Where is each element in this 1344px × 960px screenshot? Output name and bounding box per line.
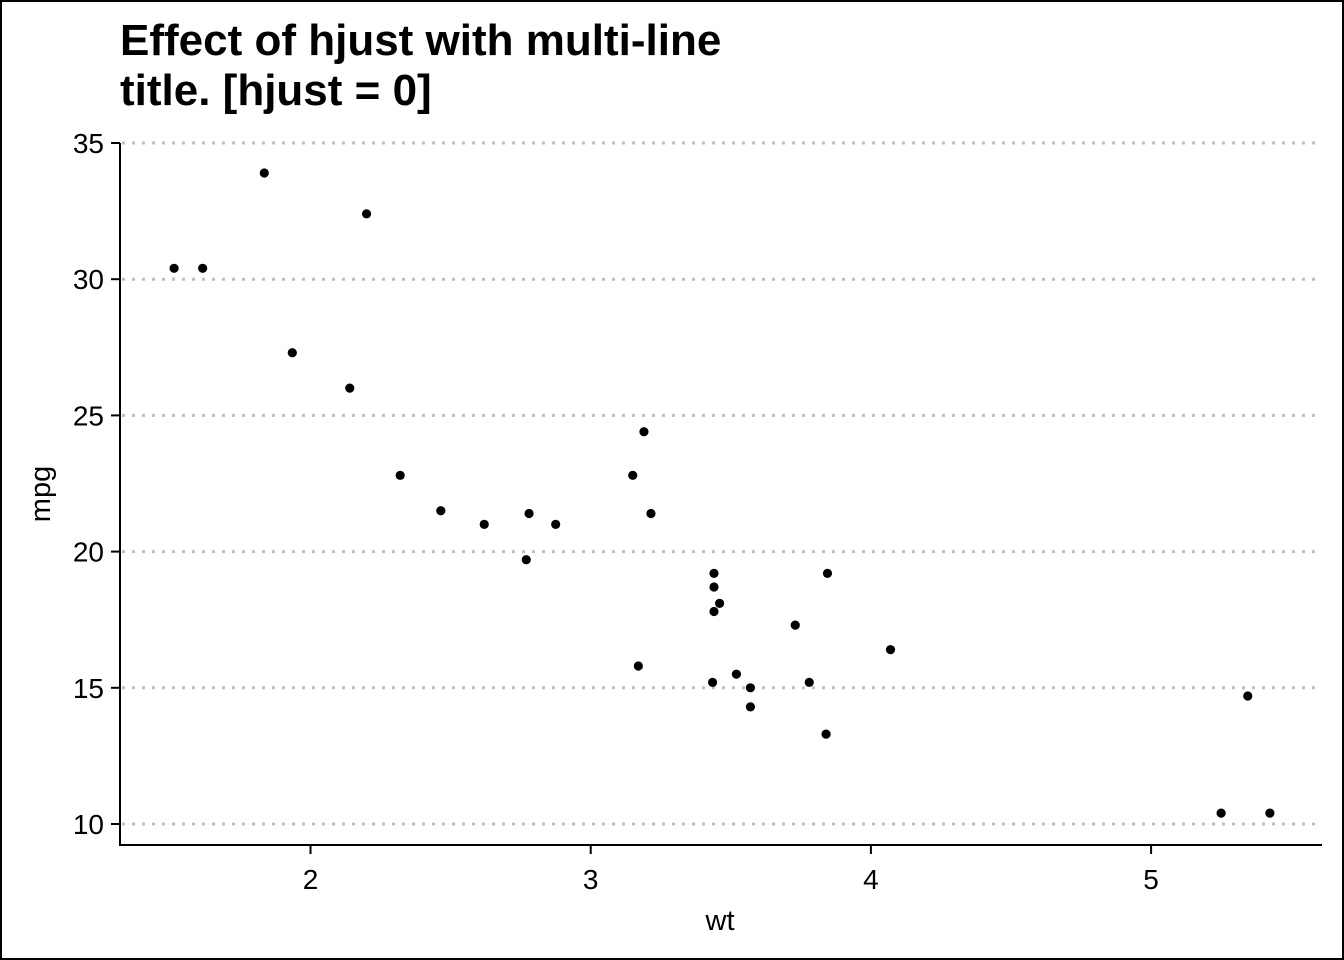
- x-tick-label: 3: [583, 864, 599, 895]
- data-point: [169, 263, 179, 273]
- chart-title-line-2: title. [hjust = 0]: [120, 66, 432, 115]
- x-tick-label: 5: [1143, 864, 1159, 895]
- data-point: [790, 620, 800, 630]
- data-point: [395, 470, 405, 480]
- y-tick-label: 20: [73, 537, 104, 568]
- data-point: [745, 702, 756, 712]
- data-point: [524, 508, 534, 519]
- data-point: [731, 669, 742, 679]
- x-axis-ticks: 2 3 4 5: [303, 845, 1159, 895]
- data-point: [804, 677, 814, 687]
- data-point: [633, 661, 643, 671]
- data-point: [479, 519, 489, 529]
- data-point: [1243, 691, 1253, 701]
- y-tick-label: 25: [73, 400, 104, 431]
- chart-title-line-1: Effect of hjust with multi-line: [120, 16, 722, 65]
- data-points: [169, 168, 1275, 818]
- y-tick-label: 35: [73, 128, 104, 159]
- data-point: [345, 383, 355, 393]
- data-point: [714, 598, 725, 608]
- data-point: [361, 209, 372, 219]
- data-point: [745, 683, 756, 693]
- data-point: [287, 348, 297, 358]
- y-axis-ticks: 10 15 20 25 30 35: [73, 128, 120, 840]
- data-point: [1216, 808, 1226, 818]
- y-tick-label: 10: [73, 809, 104, 840]
- y-axis-label: mpg: [25, 466, 57, 522]
- y-tick-label: 15: [73, 673, 104, 704]
- data-point: [709, 568, 719, 578]
- x-tick-label: 2: [303, 864, 319, 895]
- x-axis-label: wt: [705, 905, 735, 937]
- data-point: [628, 470, 638, 480]
- data-point: [822, 568, 833, 578]
- chart-title: Effect of hjust with multi-line title. […: [120, 16, 721, 116]
- data-point: [521, 555, 531, 565]
- data-point: [707, 677, 718, 687]
- data-point: [885, 645, 896, 655]
- data-point: [551, 519, 561, 529]
- data-point: [259, 168, 269, 178]
- data-point: [639, 427, 649, 437]
- x-tick-label: 4: [863, 864, 879, 895]
- data-point: [646, 508, 656, 519]
- data-point: [198, 263, 208, 273]
- data-point: [709, 606, 719, 617]
- y-tick-label: 30: [73, 264, 104, 295]
- data-point: [821, 729, 831, 739]
- gridlines: [122, 141, 1322, 826]
- data-point: [436, 506, 446, 516]
- data-point: [709, 582, 719, 592]
- data-point: [1265, 808, 1275, 818]
